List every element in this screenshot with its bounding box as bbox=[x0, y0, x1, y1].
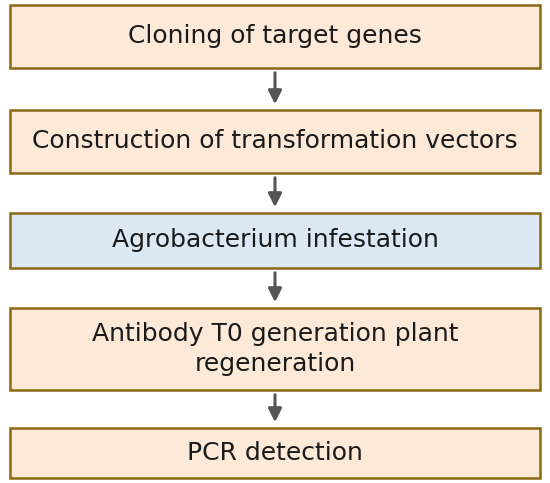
Text: Agrobacterium infestation: Agrobacterium infestation bbox=[112, 228, 438, 253]
Text: Antibody T0 generation plant
regeneration: Antibody T0 generation plant regeneratio… bbox=[92, 322, 458, 376]
Text: Cloning of target genes: Cloning of target genes bbox=[128, 25, 422, 48]
Text: PCR detection: PCR detection bbox=[187, 441, 363, 465]
FancyBboxPatch shape bbox=[10, 308, 540, 390]
FancyBboxPatch shape bbox=[10, 213, 540, 268]
FancyBboxPatch shape bbox=[10, 428, 540, 478]
FancyBboxPatch shape bbox=[10, 5, 540, 68]
Text: Construction of transformation vectors: Construction of transformation vectors bbox=[32, 129, 518, 154]
FancyBboxPatch shape bbox=[10, 110, 540, 173]
